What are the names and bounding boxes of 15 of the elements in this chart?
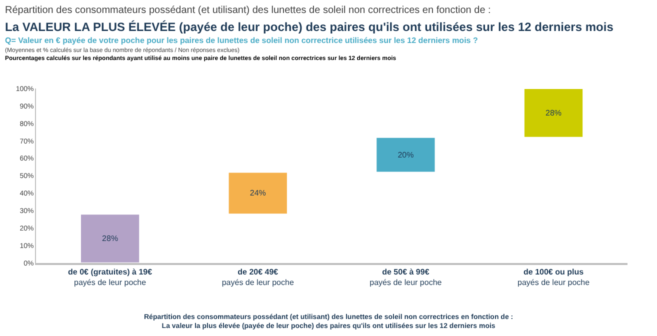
bar bbox=[80, 214, 140, 263]
data-label: 28% bbox=[102, 234, 118, 243]
x-tick-label: de 50€ à 99€ payés de leur poche bbox=[370, 268, 442, 287]
bar bbox=[228, 172, 288, 215]
chart-subtitle: La VALEUR LA PLUS ÉLEVÉE (payée de leur poche) des paires qu'ils ont utilisées sur les 12 derniers mois bbox=[5, 20, 614, 34]
bar bbox=[523, 88, 584, 138]
data-label: 28% bbox=[546, 108, 562, 118]
chart-title: Répartition des consommateurs possédant (et utilisant) des lunettes de soleil non correctrices en fonction de : bbox=[5, 5, 491, 16]
bar bbox=[376, 136, 436, 173]
data-label: 24% bbox=[250, 188, 266, 198]
data-label: 20% bbox=[398, 150, 414, 160]
x-tick-label: de 20€ 49€ payés de leur poche bbox=[222, 268, 294, 287]
text: Q= Valeur en € payée de votre poche pour les paires de lunettes de soleil non correctrice utilisées sur les 12 derniers mois ? bbox=[5, 36, 478, 45]
x-tick-label: de 100€ ou plus payés de leur poche bbox=[517, 268, 590, 287]
x-tick-label: de 0€ (gratuites) à 19€ payés de leur poche bbox=[68, 268, 153, 287]
